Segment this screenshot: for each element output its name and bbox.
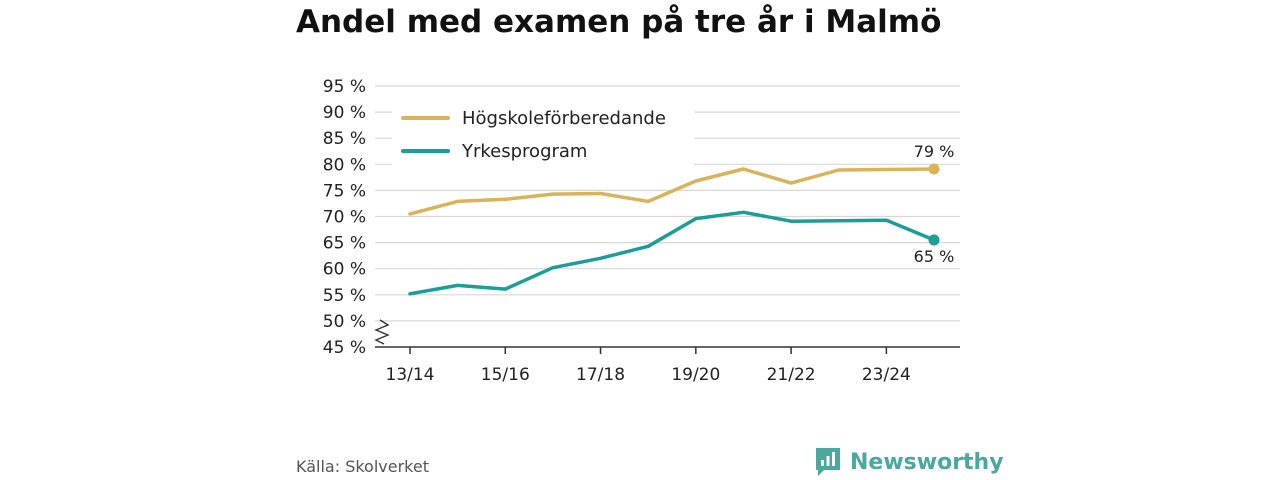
y-tick-label: 60 % bbox=[323, 260, 366, 280]
y-axis-tick-labels: 45 % 50 % 55 % 60 % 65 % 70 % 75 % 80 % 85 % 90 %… bbox=[323, 77, 366, 358]
y-tick-label: 75 % bbox=[323, 181, 366, 201]
x-tick-label: 13/14 bbox=[386, 365, 435, 385]
brand-name: Newsworthy bbox=[850, 449, 1004, 475]
x-axis-tick-labels: 13/14 15/16 17/18 19/20 21/22 23/24 bbox=[386, 347, 911, 385]
source-note: Källa: Skolverket bbox=[296, 457, 429, 476]
legend-label: Högskoleförberedande bbox=[462, 108, 666, 129]
y-tick-label: 65 % bbox=[323, 234, 366, 254]
y-tick-label: 55 % bbox=[323, 286, 366, 306]
y-tick-label: 90 % bbox=[323, 103, 366, 123]
legend-box bbox=[392, 100, 694, 166]
series-line-0 bbox=[408, 167, 936, 216]
x-axis bbox=[374, 319, 960, 348]
y-tick-label: 85 % bbox=[323, 129, 366, 149]
series-end-point-1 bbox=[928, 234, 940, 246]
chart-title: Andel med examen på tre år i Malmö bbox=[296, 4, 942, 40]
series-lines: 79 % 65 % bbox=[408, 142, 955, 296]
y-tick-label: 80 % bbox=[323, 155, 366, 175]
x-tick-label: 19/20 bbox=[671, 365, 720, 385]
y-tick-label: 70 % bbox=[323, 208, 366, 228]
legend: Högskoleförberedande Yrkesprogram bbox=[392, 100, 694, 166]
y-tick-label: 95 % bbox=[323, 77, 366, 97]
brand-logo[interactable]: Newsworthy bbox=[814, 446, 1004, 478]
x-tick-label: 23/24 bbox=[862, 365, 911, 385]
x-tick-label: 21/22 bbox=[767, 365, 816, 385]
x-tick-label: 15/16 bbox=[481, 365, 530, 385]
y-tick-label: 50 % bbox=[323, 312, 366, 332]
axis-break-icon bbox=[374, 319, 390, 345]
series-end-point-0 bbox=[928, 163, 940, 175]
x-tick-label: 17/18 bbox=[576, 365, 625, 385]
legend-label: Yrkesprogram bbox=[461, 141, 587, 162]
series-line-1 bbox=[408, 210, 936, 296]
newsworthy-logo-icon bbox=[816, 448, 840, 476]
series-end-label-1: 65 % bbox=[914, 247, 955, 266]
line-chart: 45 % 50 % 55 % 60 % 65 % 70 % 75 % 80 % 85 % 90 %… bbox=[323, 77, 960, 385]
series-end-label-0: 79 % bbox=[914, 142, 955, 161]
y-tick-label: 45 % bbox=[323, 338, 366, 358]
